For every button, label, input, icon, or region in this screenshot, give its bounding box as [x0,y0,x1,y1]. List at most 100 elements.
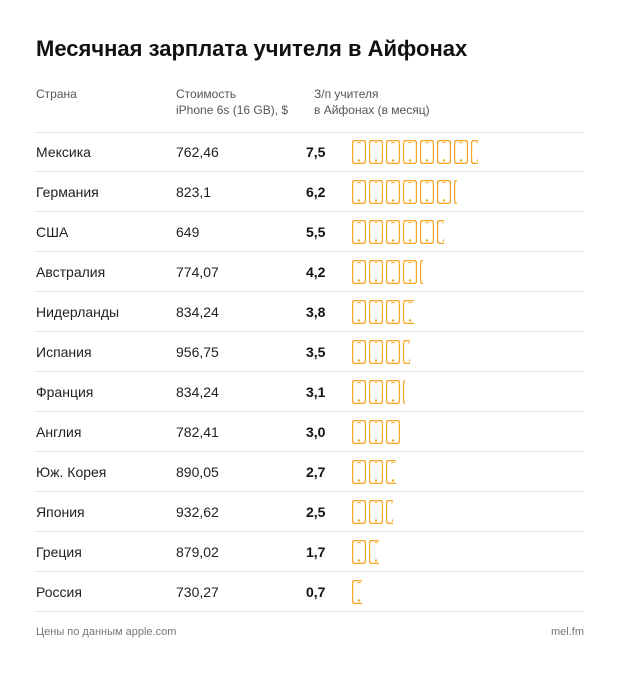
cell-value: 3,8 [306,304,344,320]
table-row: Германия823,16,2 [36,172,584,212]
cell-pictogram [344,580,584,604]
cell-pictogram [344,540,584,564]
phone-icon [369,300,383,324]
phone-icon-partial [403,300,414,324]
cell-value: 4,2 [306,264,344,280]
phone-icon [386,300,400,324]
phone-icon [352,140,366,164]
phone-icon [386,340,400,364]
phone-icon [437,180,451,204]
phone-icon-partial [403,380,405,404]
phone-icon [420,180,434,204]
phone-icon [386,220,400,244]
cell-value: 2,7 [306,464,344,480]
phone-icon [352,380,366,404]
phone-icon-partial [437,220,444,244]
phone-icon [352,420,366,444]
phone-icon [352,300,366,324]
table-row: США6495,5 [36,212,584,252]
phone-icon [386,420,400,444]
cell-country: Нидерланды [36,304,176,320]
cell-price: 730,27 [176,584,306,600]
cell-country: Франция [36,384,176,400]
phone-icon [403,140,417,164]
phone-icon [386,260,400,284]
footer-brand: mel.fm [551,626,584,638]
cell-price: 834,24 [176,384,306,400]
cell-country: Юж. Корея [36,464,176,480]
chart-title: Месячная зарплата учителя в Айфонах [36,36,584,62]
cell-value: 2,5 [306,504,344,520]
cell-country: Англия [36,424,176,440]
phone-icon [420,140,434,164]
cell-pictogram [344,220,584,244]
phone-icon [403,220,417,244]
cell-value: 7,5 [306,144,344,160]
phone-icon [420,220,434,244]
footer-source: Цены по данным apple.com [36,626,176,638]
phone-icon [454,140,468,164]
table-row: Мексика762,467,5 [36,132,584,172]
table-row: Россия730,270,7 [36,572,584,612]
phone-icon [352,500,366,524]
table-row: Япония932,622,5 [36,492,584,532]
phone-icon [352,260,366,284]
cell-price: 782,41 [176,424,306,440]
phone-icon-partial [471,140,478,164]
cell-country: Греция [36,544,176,560]
cell-price: 762,46 [176,144,306,160]
cell-price: 932,62 [176,504,306,520]
cell-value: 6,2 [306,184,344,200]
cell-price: 834,24 [176,304,306,320]
cell-pictogram [344,140,584,164]
cell-pictogram [344,180,584,204]
phone-icon-partial [352,580,362,604]
phone-icon [403,260,417,284]
phone-icon [369,340,383,364]
cell-pictogram [344,460,584,484]
phone-icon [352,180,366,204]
table-row: Австралия774,074,2 [36,252,584,292]
cell-country: Мексика [36,144,176,160]
table-row: Испания956,753,5 [36,332,584,372]
cell-country: Россия [36,584,176,600]
table-row: Юж. Корея890,052,7 [36,452,584,492]
table-row: Греция879,021,7 [36,532,584,572]
table-body: Мексика762,467,5 Германия823,16,2 [36,132,584,612]
cell-country: Испания [36,344,176,360]
cell-price: 774,07 [176,264,306,280]
phone-icon-partial [386,500,393,524]
phone-icon-partial [454,180,457,204]
phone-icon [369,420,383,444]
table-row: Нидерланды834,243,8 [36,292,584,332]
cell-price: 890,05 [176,464,306,480]
table-header: Страна СтоимостьiPhone 6s (16 GB), $ З/п… [36,86,584,118]
header-country: Страна [36,86,176,118]
phone-icon [352,220,366,244]
phone-icon [369,380,383,404]
cell-price: 823,1 [176,184,306,200]
header-value-text: З/п учителяв Айфонах (в месяц) [306,86,584,118]
cell-value: 3,0 [306,424,344,440]
cell-country: Германия [36,184,176,200]
cell-pictogram [344,380,584,404]
phone-icon [369,180,383,204]
cell-pictogram [344,260,584,284]
cell-pictogram [344,500,584,524]
cell-pictogram [344,300,584,324]
cell-value: 3,1 [306,384,344,400]
cell-value: 0,7 [306,584,344,600]
phone-icon [369,140,383,164]
cell-pictogram [344,420,584,444]
phone-icon-partial [403,340,410,364]
phone-icon [369,500,383,524]
phone-icon [386,380,400,404]
cell-pictogram [344,340,584,364]
cell-price: 649 [176,224,306,240]
chart-footer: Цены по данным apple.com mel.fm [36,626,584,638]
phone-icon [352,460,366,484]
phone-icon-partial [386,460,396,484]
phone-icon [403,180,417,204]
table-row: Англия782,413,0 [36,412,584,452]
header-price: СтоимостьiPhone 6s (16 GB), $ [176,86,306,118]
